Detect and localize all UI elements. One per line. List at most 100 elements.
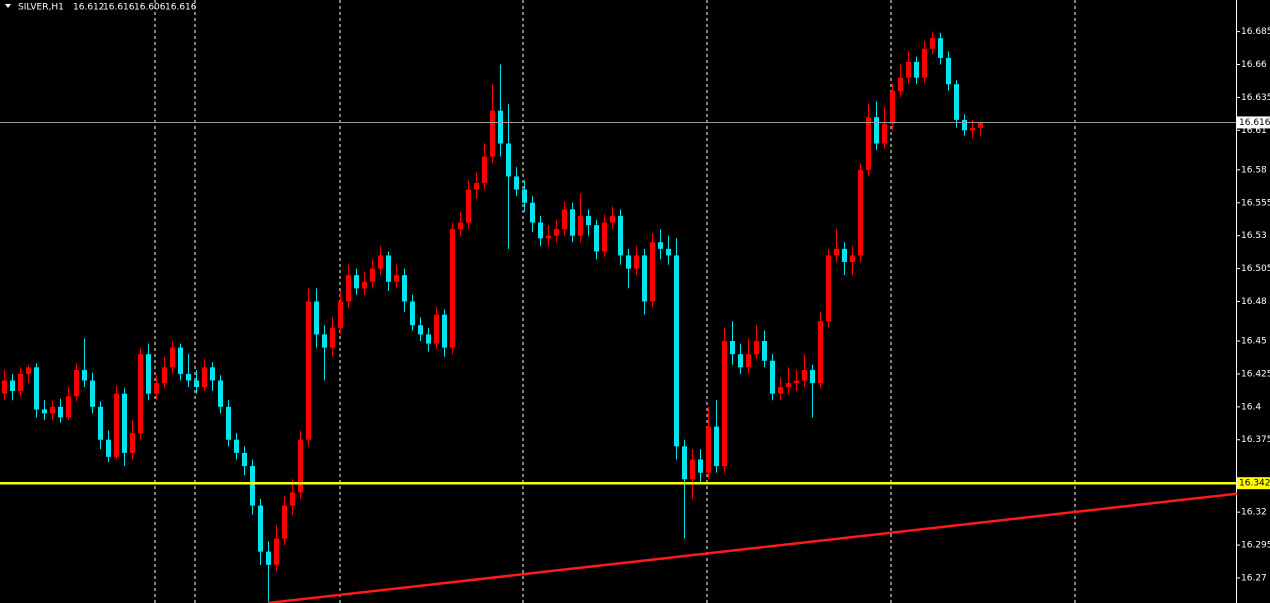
candle-body xyxy=(202,367,207,388)
candle-body xyxy=(698,459,703,473)
y-tick-label: 16.32 xyxy=(1241,508,1267,518)
candle-body xyxy=(538,222,543,239)
candle-body xyxy=(178,347,183,374)
candle-body xyxy=(554,229,559,236)
candle-body xyxy=(34,367,39,410)
header-close: 16.616 xyxy=(165,3,197,13)
candle-body xyxy=(482,156,487,184)
candle-body xyxy=(922,48,927,78)
candle-body xyxy=(746,354,751,368)
y-tick-label: 16.4 xyxy=(1241,402,1261,412)
candle-body xyxy=(690,459,695,480)
candle-body xyxy=(522,189,527,203)
header-open: 16.612 xyxy=(73,3,105,13)
candle-body xyxy=(354,275,359,289)
candle-body xyxy=(946,57,951,85)
candle-body xyxy=(10,380,15,392)
candle-body xyxy=(730,340,735,355)
candle-body xyxy=(498,110,503,144)
candle-body xyxy=(962,119,967,131)
candle-body xyxy=(154,383,159,394)
candle-body xyxy=(234,439,239,453)
symbol: SILVER,H1 xyxy=(18,3,64,13)
candle-body xyxy=(650,242,655,302)
candle-body xyxy=(338,301,343,328)
candle-body xyxy=(386,255,391,282)
candle-body xyxy=(274,538,279,565)
level-label-box xyxy=(1237,477,1270,490)
candle-body xyxy=(122,393,127,453)
candle-body xyxy=(682,446,687,480)
price-label-box xyxy=(1237,116,1270,129)
candle-body xyxy=(370,268,375,282)
candle-body xyxy=(146,354,151,394)
candle-body xyxy=(602,222,607,252)
y-tick-label: 16.61 xyxy=(1241,126,1267,136)
y-tick-label: 16.685 xyxy=(1241,27,1270,37)
candle-body xyxy=(890,90,895,124)
candle-body xyxy=(610,215,615,223)
candle-body xyxy=(642,255,647,302)
y-tick-label: 16.27 xyxy=(1241,573,1267,583)
candle-body xyxy=(898,77,903,91)
candle-body xyxy=(50,406,55,414)
candle-body xyxy=(578,215,583,236)
candle-body xyxy=(442,314,447,348)
candle-body xyxy=(850,255,855,263)
candle-body xyxy=(874,117,879,144)
candle-body xyxy=(802,369,807,381)
candle-body xyxy=(546,235,551,239)
candle-body xyxy=(258,505,263,552)
candle-body xyxy=(90,380,95,407)
candle-body xyxy=(218,380,223,407)
candle-body xyxy=(570,209,575,236)
candle-body xyxy=(266,551,271,565)
candle-body xyxy=(714,426,719,467)
candle-body xyxy=(954,84,959,120)
candle-body xyxy=(786,383,791,388)
candle-body xyxy=(866,117,871,170)
candle-body xyxy=(882,123,887,144)
candle-body xyxy=(298,439,303,493)
candle-body xyxy=(402,275,407,302)
y-tick-label: 16.295 xyxy=(1241,541,1270,551)
y-tick-label: 16.635 xyxy=(1241,93,1270,103)
candle-body xyxy=(210,367,215,381)
candle-body xyxy=(242,452,247,467)
candle-body xyxy=(474,183,479,190)
y-tick-label: 16.48 xyxy=(1241,297,1267,307)
candle-body xyxy=(410,301,415,326)
candle-body xyxy=(906,61,911,78)
y-tick-label: 16.53 xyxy=(1241,231,1267,241)
candle-body xyxy=(842,248,847,263)
candle-body xyxy=(658,242,663,249)
candle-body xyxy=(378,255,383,269)
candle-body xyxy=(810,369,815,384)
candle-body xyxy=(138,354,143,434)
level-label: 16.342 xyxy=(1239,479,1270,489)
candle-body xyxy=(466,189,471,223)
candle-body xyxy=(114,393,119,457)
candle-body xyxy=(98,406,103,440)
menu-icon[interactable] xyxy=(5,4,11,8)
candle-body xyxy=(506,143,511,177)
candle-body xyxy=(282,505,287,539)
y-tick-label: 16.45 xyxy=(1241,336,1267,346)
candle-body xyxy=(194,380,199,388)
y-tick-label: 16.58 xyxy=(1241,165,1267,175)
candle-body xyxy=(186,373,191,381)
candle-body xyxy=(834,248,839,256)
candle-body xyxy=(562,209,567,230)
candle-body xyxy=(74,369,79,397)
candle-body xyxy=(706,426,711,473)
candle-body xyxy=(858,169,863,256)
candle-body xyxy=(130,433,135,453)
candle-body xyxy=(450,229,455,348)
y-tick-label: 16.66 xyxy=(1241,60,1267,70)
candle-body xyxy=(362,281,367,289)
candle-body xyxy=(314,301,319,335)
candle-body xyxy=(162,367,167,384)
candle-body xyxy=(978,122,983,128)
y-tick-label: 16.555 xyxy=(1241,198,1270,208)
